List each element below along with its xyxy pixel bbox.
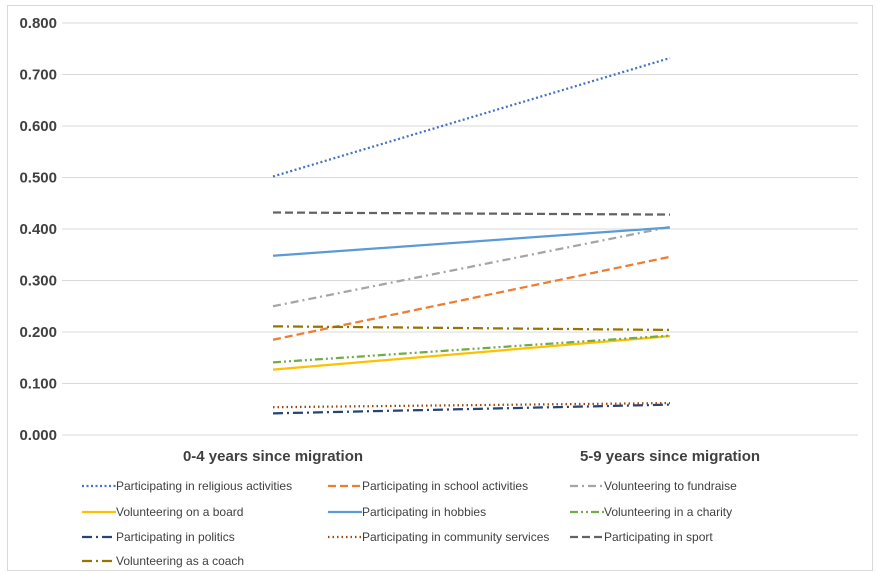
- x-tick-label: 0-4 years since migration: [183, 448, 363, 465]
- legend-label: Volunteering as a coach: [116, 554, 244, 568]
- legend-label: Volunteering in a charity: [604, 505, 732, 519]
- y-tick-label: 0.700: [19, 67, 57, 84]
- y-tick-label: 0.100: [19, 376, 57, 393]
- legend-label: Participating in school activities: [362, 479, 528, 493]
- legend: Participating in religious activities Par…: [82, 479, 737, 568]
- y-tick-label: 0.000: [19, 427, 57, 444]
- chart-frame: [7, 5, 873, 571]
- series-line: [272, 334, 671, 371]
- gridlines: [62, 22, 858, 436]
- series-line: [272, 403, 671, 415]
- series-line: [272, 325, 671, 332]
- y-tick-label: 0.600: [19, 118, 57, 135]
- y-tick-label: 0.400: [19, 221, 57, 238]
- legend-label: Participating in hobbies: [362, 505, 486, 519]
- y-axis-tick-labels: 0.000 0.100 0.200 0.300 0.400 0.500 0.600 0.700…: [19, 15, 57, 444]
- series-line: [272, 334, 671, 364]
- x-axis-tick-labels: 0-4 years since migration 5-9 years since…: [183, 448, 760, 465]
- x-tick-label: 5-9 years since migration: [580, 448, 760, 465]
- series-lines: [272, 56, 671, 415]
- y-tick-label: 0.300: [19, 273, 57, 290]
- series-line: [272, 401, 671, 409]
- series-line: [272, 226, 671, 257]
- series-line: [272, 255, 671, 341]
- y-tick-label: 0.500: [19, 170, 57, 187]
- legend-label: Participating in politics: [116, 530, 235, 544]
- legend-label: Participating in sport: [604, 530, 713, 544]
- y-tick-label: 0.200: [19, 324, 57, 341]
- series-line: [272, 211, 671, 216]
- legend-label: Volunteering on a board: [116, 505, 243, 519]
- legend-label: Volunteering to fundraise: [604, 479, 737, 493]
- legend-label: Participating in community services: [362, 530, 549, 544]
- y-tick-label: 0.800: [19, 15, 57, 32]
- legend-label: Participating in religious activities: [116, 479, 292, 493]
- series-line: [272, 225, 671, 308]
- series-line: [272, 56, 671, 178]
